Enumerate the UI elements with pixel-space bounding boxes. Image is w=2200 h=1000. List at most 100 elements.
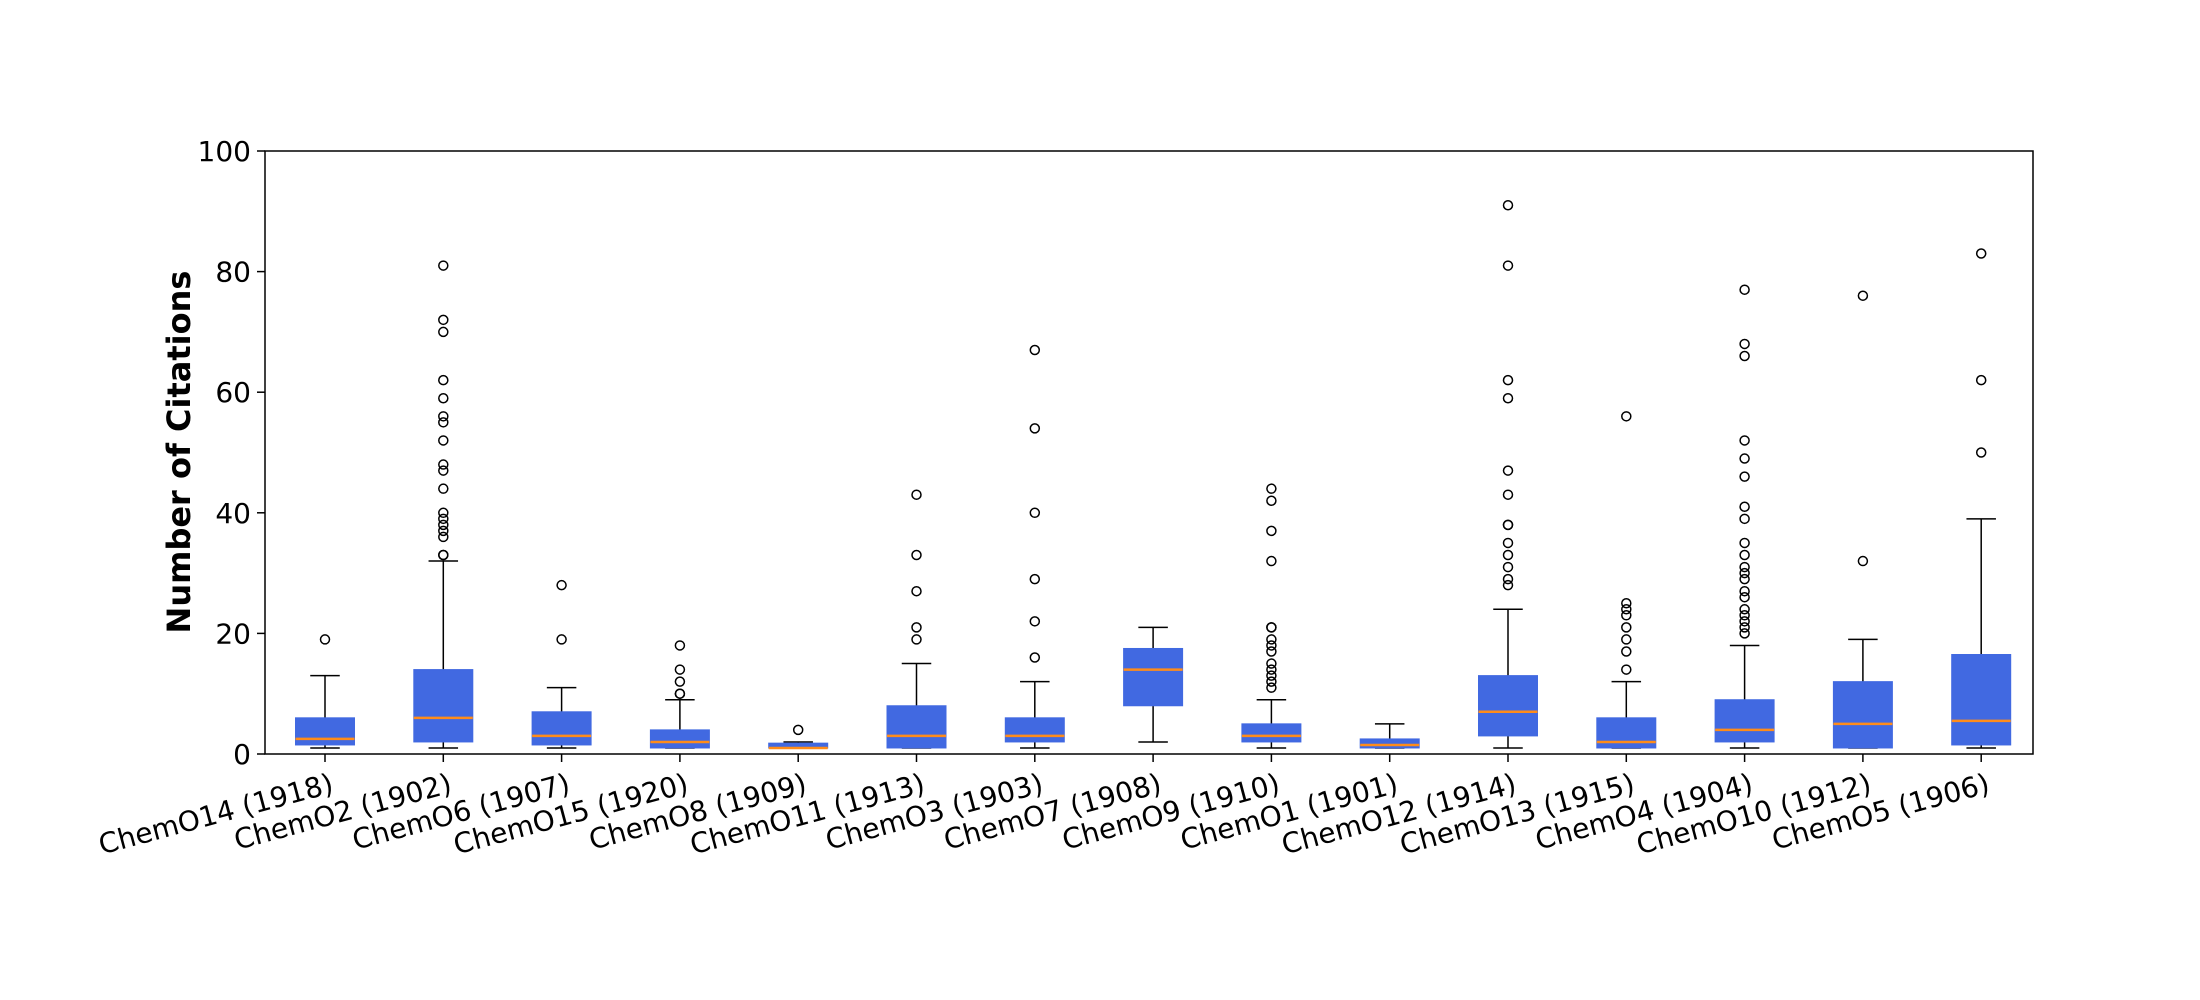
outlier-point <box>1739 622 1750 633</box>
box-14 <box>1832 290 1893 749</box>
outlier-point <box>1739 567 1750 579</box>
outlier-point <box>1739 585 1750 597</box>
y-tick-label: 40 <box>215 497 251 530</box>
outlier-point <box>1266 670 1277 681</box>
outlier-point <box>1739 338 1750 350</box>
outlier-point <box>1502 573 1514 585</box>
outlier-point <box>1739 561 1750 573</box>
outlier-point <box>1621 604 1632 615</box>
iqr-box <box>413 669 474 743</box>
iqr-box <box>531 711 592 746</box>
iqr-box <box>886 705 947 749</box>
outlier-point <box>438 531 449 543</box>
outlier-point <box>319 634 331 645</box>
outlier-point <box>792 724 804 736</box>
box-2 <box>413 260 474 749</box>
outlier-point <box>1739 350 1750 362</box>
outlier-point <box>1621 622 1632 633</box>
box-3 <box>531 579 592 749</box>
box-13 <box>1714 284 1775 749</box>
outlier-point <box>438 392 449 404</box>
outlier-point <box>1502 519 1514 531</box>
outlier-point <box>1266 640 1277 651</box>
outlier-point <box>1857 555 1869 567</box>
outlier-point <box>1502 465 1514 476</box>
outlier-point <box>438 314 449 326</box>
outlier-point <box>1621 598 1632 609</box>
outlier-point <box>1857 290 1869 301</box>
box-11 <box>1478 200 1538 749</box>
outlier-point <box>1502 200 1514 211</box>
outlier-point <box>438 507 449 519</box>
box-1 <box>295 634 355 749</box>
outlier-point <box>1975 447 1987 458</box>
plot-frame <box>264 150 2034 755</box>
outlier-point <box>911 549 922 561</box>
outlier-point <box>1739 501 1750 513</box>
outlier-point <box>911 585 922 597</box>
iqr-box <box>1832 681 1893 749</box>
outlier-point <box>911 622 922 633</box>
outlier-point <box>1266 676 1277 687</box>
outlier-point <box>438 374 449 386</box>
outlier-point <box>1266 658 1277 669</box>
outlier-point <box>1975 248 1987 259</box>
outlier-point <box>1266 682 1277 693</box>
y-axis: 0 20 40 60 80 100 <box>198 135 265 771</box>
outlier-point <box>1502 579 1514 591</box>
outlier-point <box>1029 652 1041 663</box>
outlier-point <box>1029 507 1041 519</box>
outlier-point <box>1621 634 1632 645</box>
outlier-point <box>674 640 686 651</box>
outlier-point <box>1739 537 1750 549</box>
outlier-point <box>1502 392 1514 404</box>
outlier-point <box>674 664 686 675</box>
outlier-point <box>1029 616 1041 627</box>
outlier-point <box>1621 664 1632 675</box>
outlier-point <box>438 513 449 525</box>
outlier-point <box>1739 549 1750 561</box>
outlier-point <box>1029 344 1041 356</box>
outlier-point <box>1621 411 1632 422</box>
y-tick-label: 100 <box>198 135 251 168</box>
x-axis: ChemO14 (1918)ChemO2 (1902)ChemO6 (1907)… <box>95 754 1993 861</box>
y-axis-label: Number of Citations <box>160 271 198 634</box>
iqr-box <box>1596 717 1657 749</box>
outlier-point <box>1266 495 1277 506</box>
iqr-box <box>295 717 355 746</box>
outlier-point <box>438 417 449 428</box>
outlier-point <box>1266 555 1277 567</box>
outlier-point <box>1502 549 1514 561</box>
y-tick-label: 0 <box>233 738 251 771</box>
outlier-point <box>438 525 449 537</box>
outlier-point <box>438 519 449 531</box>
outlier-point <box>1739 610 1750 621</box>
outlier-point <box>1739 573 1750 585</box>
outlier-point <box>1739 471 1750 482</box>
iqr-box <box>1714 699 1775 743</box>
outlier-point <box>438 459 449 470</box>
y-tick-label: 60 <box>215 376 251 409</box>
outlier-point <box>1739 284 1750 295</box>
outlier-point <box>1502 489 1514 500</box>
iqr-box <box>1951 654 2012 746</box>
outlier-point <box>911 489 922 500</box>
box-8 <box>1123 626 1184 743</box>
outlier-point <box>1739 628 1750 639</box>
box-12 <box>1596 411 1657 749</box>
box-9 <box>1241 483 1302 749</box>
outlier-point <box>438 465 449 476</box>
box-5 <box>768 724 829 750</box>
box-group <box>295 200 2012 750</box>
iqr-box <box>1241 723 1302 743</box>
box-6 <box>886 489 947 749</box>
outlier-point <box>1739 453 1750 464</box>
box-4 <box>649 640 710 749</box>
iqr-box <box>1123 647 1184 707</box>
iqr-box <box>649 729 710 749</box>
outlier-point <box>1502 260 1514 271</box>
iqr-box <box>1004 717 1065 743</box>
outlier-point <box>1621 646 1632 657</box>
outlier-point <box>1266 622 1277 633</box>
